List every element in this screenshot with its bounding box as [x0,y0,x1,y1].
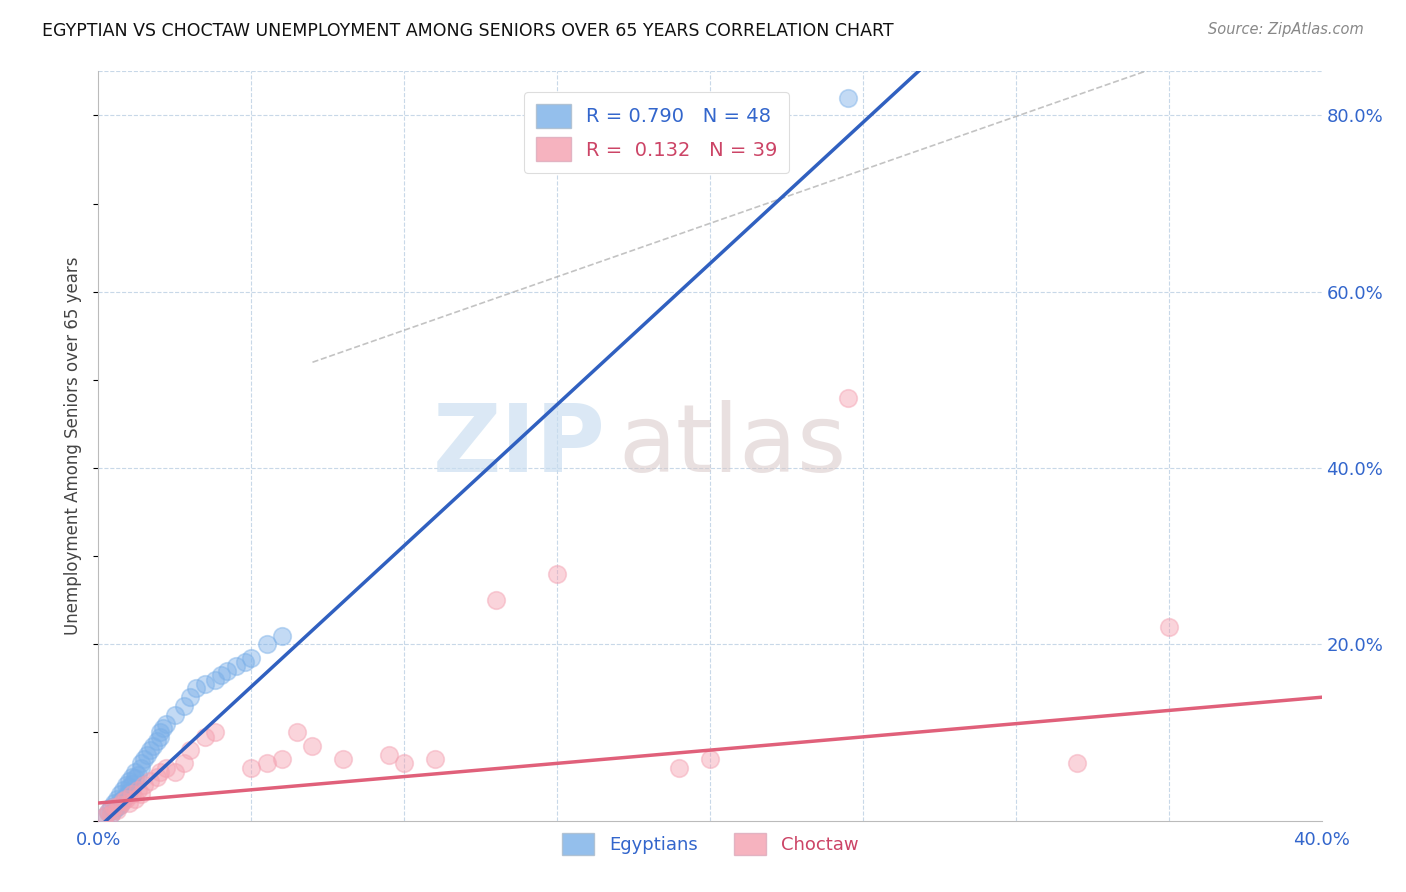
Point [103,800,125,814]
Point [285,725,308,739]
Point [301,739,323,753]
Point [163,707,186,722]
Point [145,770,167,784]
Point [134,778,156,792]
Point [256,756,278,771]
Point [256,637,278,651]
Text: Source: ZipAtlas.com: Source: ZipAtlas.com [1208,22,1364,37]
Point [194,677,217,691]
Point [108,797,131,812]
Point [179,690,201,705]
Point [699,752,721,766]
Point [111,791,134,805]
Point [115,791,138,805]
Point [209,668,232,682]
Point [118,774,141,789]
Text: EGYPTIAN VS CHOCTAW UNEMPLOYMENT AMONG SENIORS OVER 65 YEARS CORRELATION CHART: EGYPTIAN VS CHOCTAW UNEMPLOYMENT AMONG S… [42,22,894,40]
Point [240,761,263,775]
Point [173,756,195,771]
Point [485,593,508,607]
Point [225,659,247,673]
Point [105,800,128,814]
Point [837,391,859,405]
Point [215,664,238,678]
Point [108,787,131,801]
Point [142,739,165,753]
Point [837,91,859,105]
Point [127,768,149,782]
Point [392,756,416,771]
Point [233,655,256,669]
Point [100,806,122,821]
Point [111,794,134,808]
Point [163,765,186,780]
Point [1157,620,1180,634]
Point [179,743,201,757]
Point [270,752,292,766]
Point [145,734,167,748]
Point [149,730,172,744]
Point [129,787,152,801]
Text: atlas: atlas [619,400,846,492]
Point [118,796,141,810]
Point [240,650,263,665]
Point [115,778,138,792]
Point [134,752,156,766]
Point [105,791,128,805]
Point [186,681,208,696]
Point [111,782,134,797]
Point [124,772,146,786]
Legend: Egyptians, Choctaw: Egyptians, Choctaw [553,824,868,864]
Point [149,765,172,780]
Text: ZIP: ZIP [433,400,606,492]
Point [149,725,172,739]
Point [115,789,138,803]
Point [124,791,146,805]
Point [136,747,159,762]
Point [108,794,131,808]
Y-axis label: Unemployment Among Seniors over 65 years: Unemployment Among Seniors over 65 years [65,257,83,635]
Point [124,765,146,780]
Point [155,716,177,731]
Point [1066,756,1088,771]
Point [97,805,120,819]
Point [93,809,115,823]
Point [103,803,125,817]
Point [97,805,120,819]
Point [105,803,128,817]
Point [93,809,115,823]
Point [139,743,162,757]
Point [139,774,162,789]
Point [103,796,125,810]
Point [108,797,131,812]
Point [332,752,354,766]
Point [668,761,690,775]
Point [100,800,122,814]
Point [152,721,174,735]
Point [155,761,177,775]
Point [204,673,226,687]
Point [121,776,143,790]
Point [423,752,446,766]
Point [194,730,217,744]
Point [270,628,292,642]
Point [129,756,152,771]
Point [121,770,143,784]
Point [127,782,149,797]
Point [173,699,195,714]
Point [129,761,152,775]
Point [121,787,143,801]
Point [546,566,568,581]
Point [118,785,141,799]
Point [204,725,226,739]
Point [118,780,141,794]
Point [100,806,122,821]
Point [378,747,401,762]
